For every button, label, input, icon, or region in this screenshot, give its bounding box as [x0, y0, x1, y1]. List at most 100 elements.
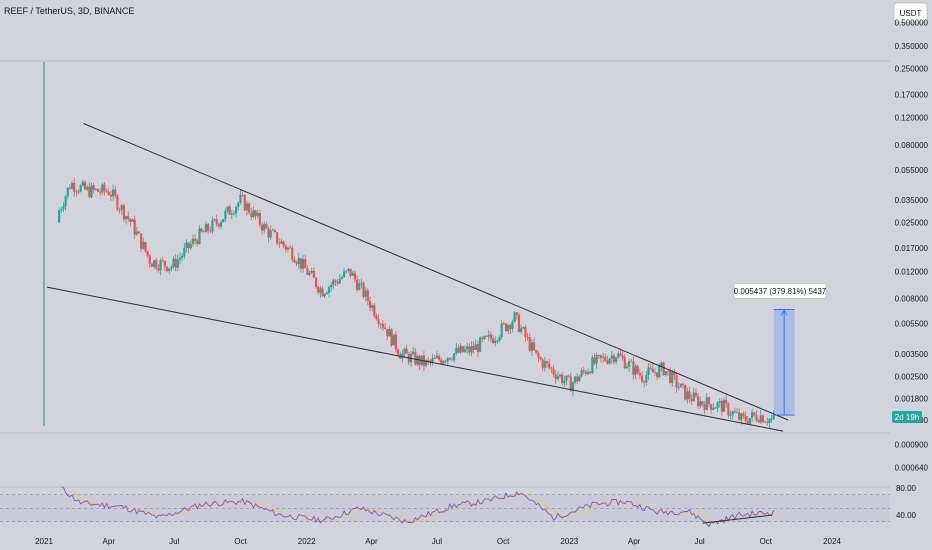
candle-body: [230, 214, 233, 215]
candle-body: [487, 334, 490, 337]
candle-body: [668, 370, 672, 383]
candle-body: [476, 344, 480, 352]
candle-body: [714, 407, 717, 409]
candle-body: [416, 356, 419, 365]
candle-body: [640, 375, 644, 382]
candle-body: [86, 187, 89, 190]
candle-body: [252, 210, 255, 218]
candle-body: [405, 348, 408, 354]
price-tick-label: 0.025000: [895, 218, 929, 227]
candle-body: [217, 223, 220, 227]
candle-body: [228, 206, 231, 215]
candle-body: [541, 359, 544, 368]
price-tick-label: 0.008000: [895, 295, 929, 304]
candle-body: [671, 371, 674, 383]
price-range-measure[interactable]: 0.005437 (379.81%) 5437: [733, 283, 827, 416]
price-tick-label: 0.120000: [895, 114, 929, 123]
candle-body: [267, 228, 270, 238]
candle-body: [312, 271, 315, 278]
candle-body: [94, 188, 97, 190]
candle-body: [144, 242, 147, 252]
time-tick-label: Oct: [760, 537, 773, 546]
time-tick-label: 2021: [35, 537, 53, 546]
candle-body: [444, 361, 447, 362]
candle-body: [757, 420, 760, 423]
rsi-divergence-line: [702, 514, 773, 524]
candle-body: [705, 397, 708, 411]
candle-body: [692, 392, 695, 402]
candle-body: [427, 360, 430, 361]
candle-body: [429, 360, 432, 362]
candle-body: [550, 367, 553, 369]
candle-body: [198, 228, 201, 244]
rsi-line: [61, 486, 775, 528]
candle-body: [638, 373, 641, 376]
candle-body: [114, 189, 117, 196]
candle-body: [371, 305, 374, 308]
candle-body: [483, 335, 486, 340]
candle-body: [209, 230, 212, 232]
candle-body: [308, 272, 311, 275]
candle-body: [494, 340, 497, 343]
candle-body: [625, 366, 629, 369]
candle-body: [645, 375, 648, 383]
unit-button[interactable]: USDT: [893, 2, 928, 23]
time-tick-label: Jul: [694, 537, 704, 546]
candle-body: [679, 383, 682, 388]
candle-body: [500, 323, 503, 337]
candle-body: [491, 338, 495, 343]
price-tick-label: 0.080000: [895, 141, 929, 150]
candle-body: [103, 184, 106, 192]
candle-body: [250, 212, 253, 218]
candle-body: [597, 355, 600, 356]
candle-body: [474, 344, 477, 350]
trendlines-layer: [46, 123, 789, 432]
candle-body: [327, 287, 331, 293]
candle-body: [96, 188, 100, 192]
candle-body: [297, 258, 300, 264]
candle-body: [606, 360, 609, 364]
candle-body: [511, 321, 514, 329]
candle-body: [697, 396, 700, 407]
candle-body: [707, 397, 711, 405]
candle-body: [630, 361, 633, 363]
candle-body: [513, 312, 516, 322]
candle-body: [273, 230, 277, 232]
candle-body: [174, 258, 177, 268]
candle-body: [515, 312, 518, 315]
candle-body: [619, 353, 622, 356]
candle-body: [202, 231, 205, 233]
candle-body: [753, 412, 756, 416]
candle-body: [502, 323, 505, 325]
candle-body: [75, 191, 78, 193]
rsi-pane: 80.00 40.00: [0, 484, 917, 528]
candle-body: [558, 374, 562, 377]
candle-body: [556, 376, 559, 379]
candle-body: [79, 185, 82, 192]
candle-body: [608, 358, 611, 364]
candle-body: [509, 325, 512, 329]
candle-body: [662, 362, 665, 376]
candle-body: [349, 268, 352, 276]
candle-body: [766, 421, 769, 423]
candle-body: [90, 185, 93, 198]
candle-body: [325, 292, 328, 294]
candle-body: [116, 195, 119, 210]
candle-body: [703, 404, 706, 411]
candle-body: [660, 362, 663, 367]
candle-body: [64, 196, 67, 207]
candle-body: [742, 413, 745, 416]
candle-body: [185, 242, 188, 248]
candle-body: [68, 187, 72, 189]
candle-body: [373, 305, 376, 316]
candle-body: [77, 191, 80, 193]
candle-body: [183, 247, 186, 256]
candle-body: [58, 210, 61, 223]
candle-body: [165, 266, 169, 272]
candle-body: [735, 412, 739, 414]
candles-layer: [43, 62, 775, 428]
time-axis[interactable]: 2021 Apr Jul Oct 2022 Apr Jul Oct 2023 Apr Jul Oct 2…: [35, 537, 841, 546]
candle-body: [610, 355, 613, 359]
candle-body: [586, 371, 590, 375]
